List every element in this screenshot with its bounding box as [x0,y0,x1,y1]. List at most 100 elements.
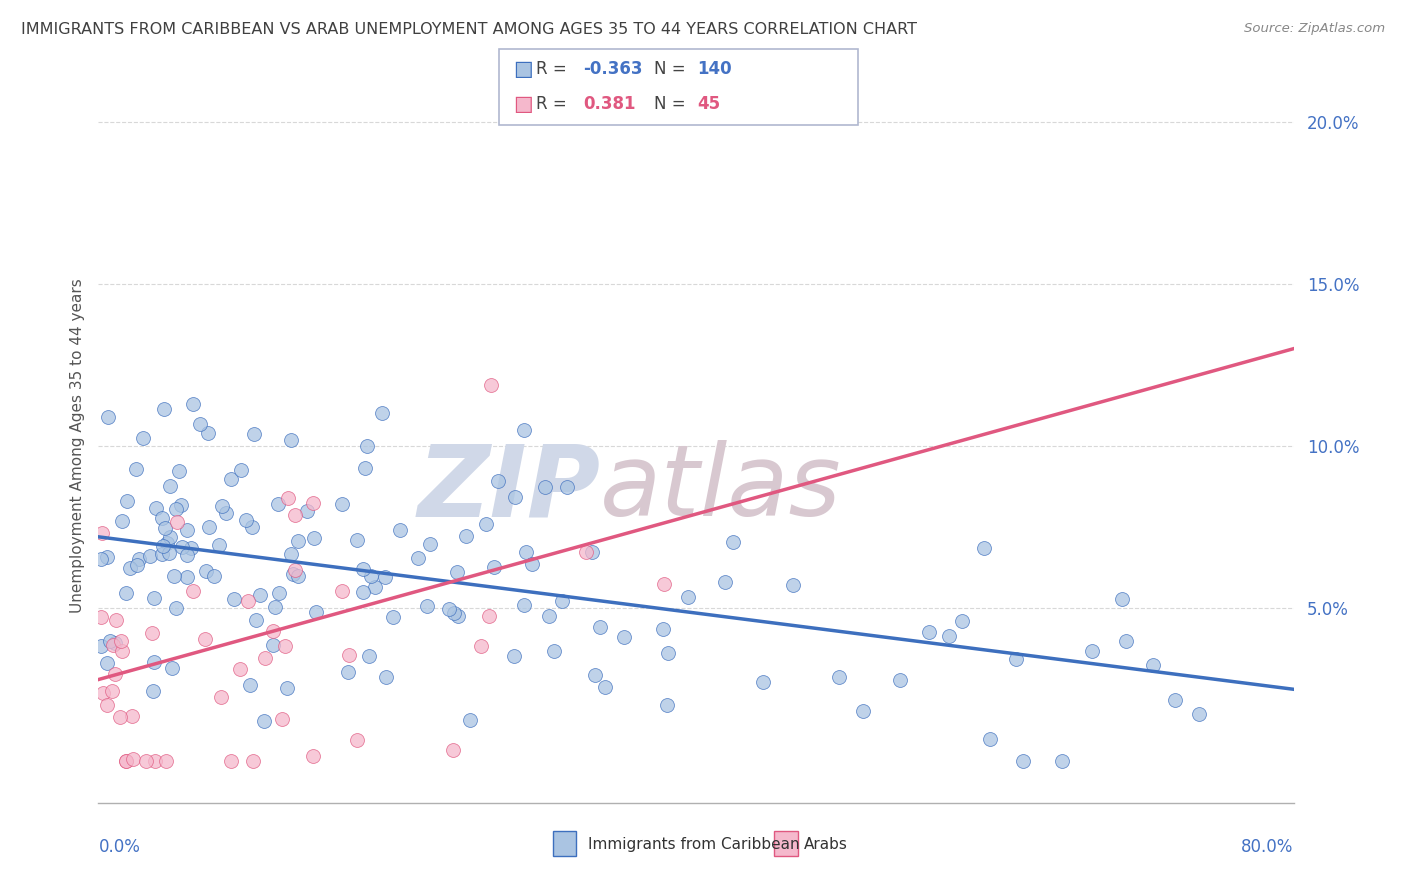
Point [242,754,264,768]
Point [752,675,775,690]
Point [918,624,941,639]
Point [277,491,299,505]
Point [170,541,193,555]
Point [1187,707,1209,722]
Point [557,481,579,495]
Point [1142,658,1164,673]
Point [651,623,673,637]
Point [388,523,411,537]
Text: Source: ZipAtlas.com: Source: ZipAtlas.com [1244,22,1385,36]
Point [229,463,252,477]
Point [593,680,616,694]
Point [262,624,284,639]
Point [135,754,157,768]
Text: □: □ [513,95,533,114]
Point [305,605,328,619]
Point [194,632,217,646]
Point [475,517,498,532]
Point [356,439,378,453]
Point [111,514,134,528]
Point [482,560,505,574]
Point [374,670,396,684]
Point [176,570,198,584]
Point [142,591,165,605]
Point [155,754,177,768]
Point [118,561,141,575]
Text: 80.0%: 80.0% [1241,838,1294,856]
Point [143,655,166,669]
Point [352,585,374,599]
Point [297,504,319,518]
Point [374,569,396,583]
Point [159,530,181,544]
Point [1111,591,1133,606]
Point [267,497,290,511]
Text: 45: 45 [697,95,720,113]
Point [302,496,325,510]
Point [243,427,266,442]
Point [852,704,875,718]
Point [160,661,183,675]
Text: Immigrants from Caribbean: Immigrants from Caribbean [589,837,800,852]
Point [194,564,217,578]
Point [104,635,127,649]
Point [337,648,360,662]
Point [249,588,271,602]
FancyBboxPatch shape [553,831,576,856]
Text: □: □ [513,59,533,78]
Point [240,520,263,534]
Point [115,494,138,508]
Point [152,539,174,553]
Text: R =: R = [536,95,576,113]
Point [153,401,176,416]
Text: IMMIGRANTS FROM CARIBBEAN VS ARAB UNEMPLOYMENT AMONG AGES 35 TO 44 YEARS CORRELA: IMMIGRANTS FROM CARIBBEAN VS ARAB UNEMPL… [21,22,917,37]
Point [721,535,744,549]
Point [370,405,392,419]
Point [108,709,131,723]
Point [114,754,136,768]
Point [381,609,404,624]
Point [446,565,468,579]
Text: ZIP: ZIP [418,441,600,537]
Point [502,648,524,663]
Point [141,626,163,640]
Point [441,743,464,757]
Point [111,644,134,658]
Text: -0.363: -0.363 [583,60,643,78]
Point [336,665,359,679]
Point [228,662,250,676]
Point [408,551,430,566]
Text: atlas: atlas [600,441,842,537]
Point [96,656,118,670]
Point [132,431,155,445]
Point [1115,634,1137,648]
Point [657,698,679,712]
Point [224,591,246,606]
Point [176,548,198,562]
Point [353,461,375,475]
Point [188,417,211,431]
Point [235,513,257,527]
Point [537,608,560,623]
Point [1052,754,1074,768]
Point [90,639,112,653]
Point [211,499,233,513]
Point [1164,693,1187,707]
Point [264,600,287,615]
Point [197,425,219,440]
Point [360,568,382,582]
Point [121,709,143,723]
Point [652,576,675,591]
Text: 140: 140 [697,60,733,78]
Point [1081,643,1104,657]
Point [101,638,124,652]
Point [470,639,492,653]
Point [284,508,307,522]
Point [827,671,849,685]
Point [97,410,120,425]
Point [166,515,188,529]
Point [520,557,543,571]
Point [157,546,180,560]
Point [419,537,441,551]
Point [90,552,112,566]
